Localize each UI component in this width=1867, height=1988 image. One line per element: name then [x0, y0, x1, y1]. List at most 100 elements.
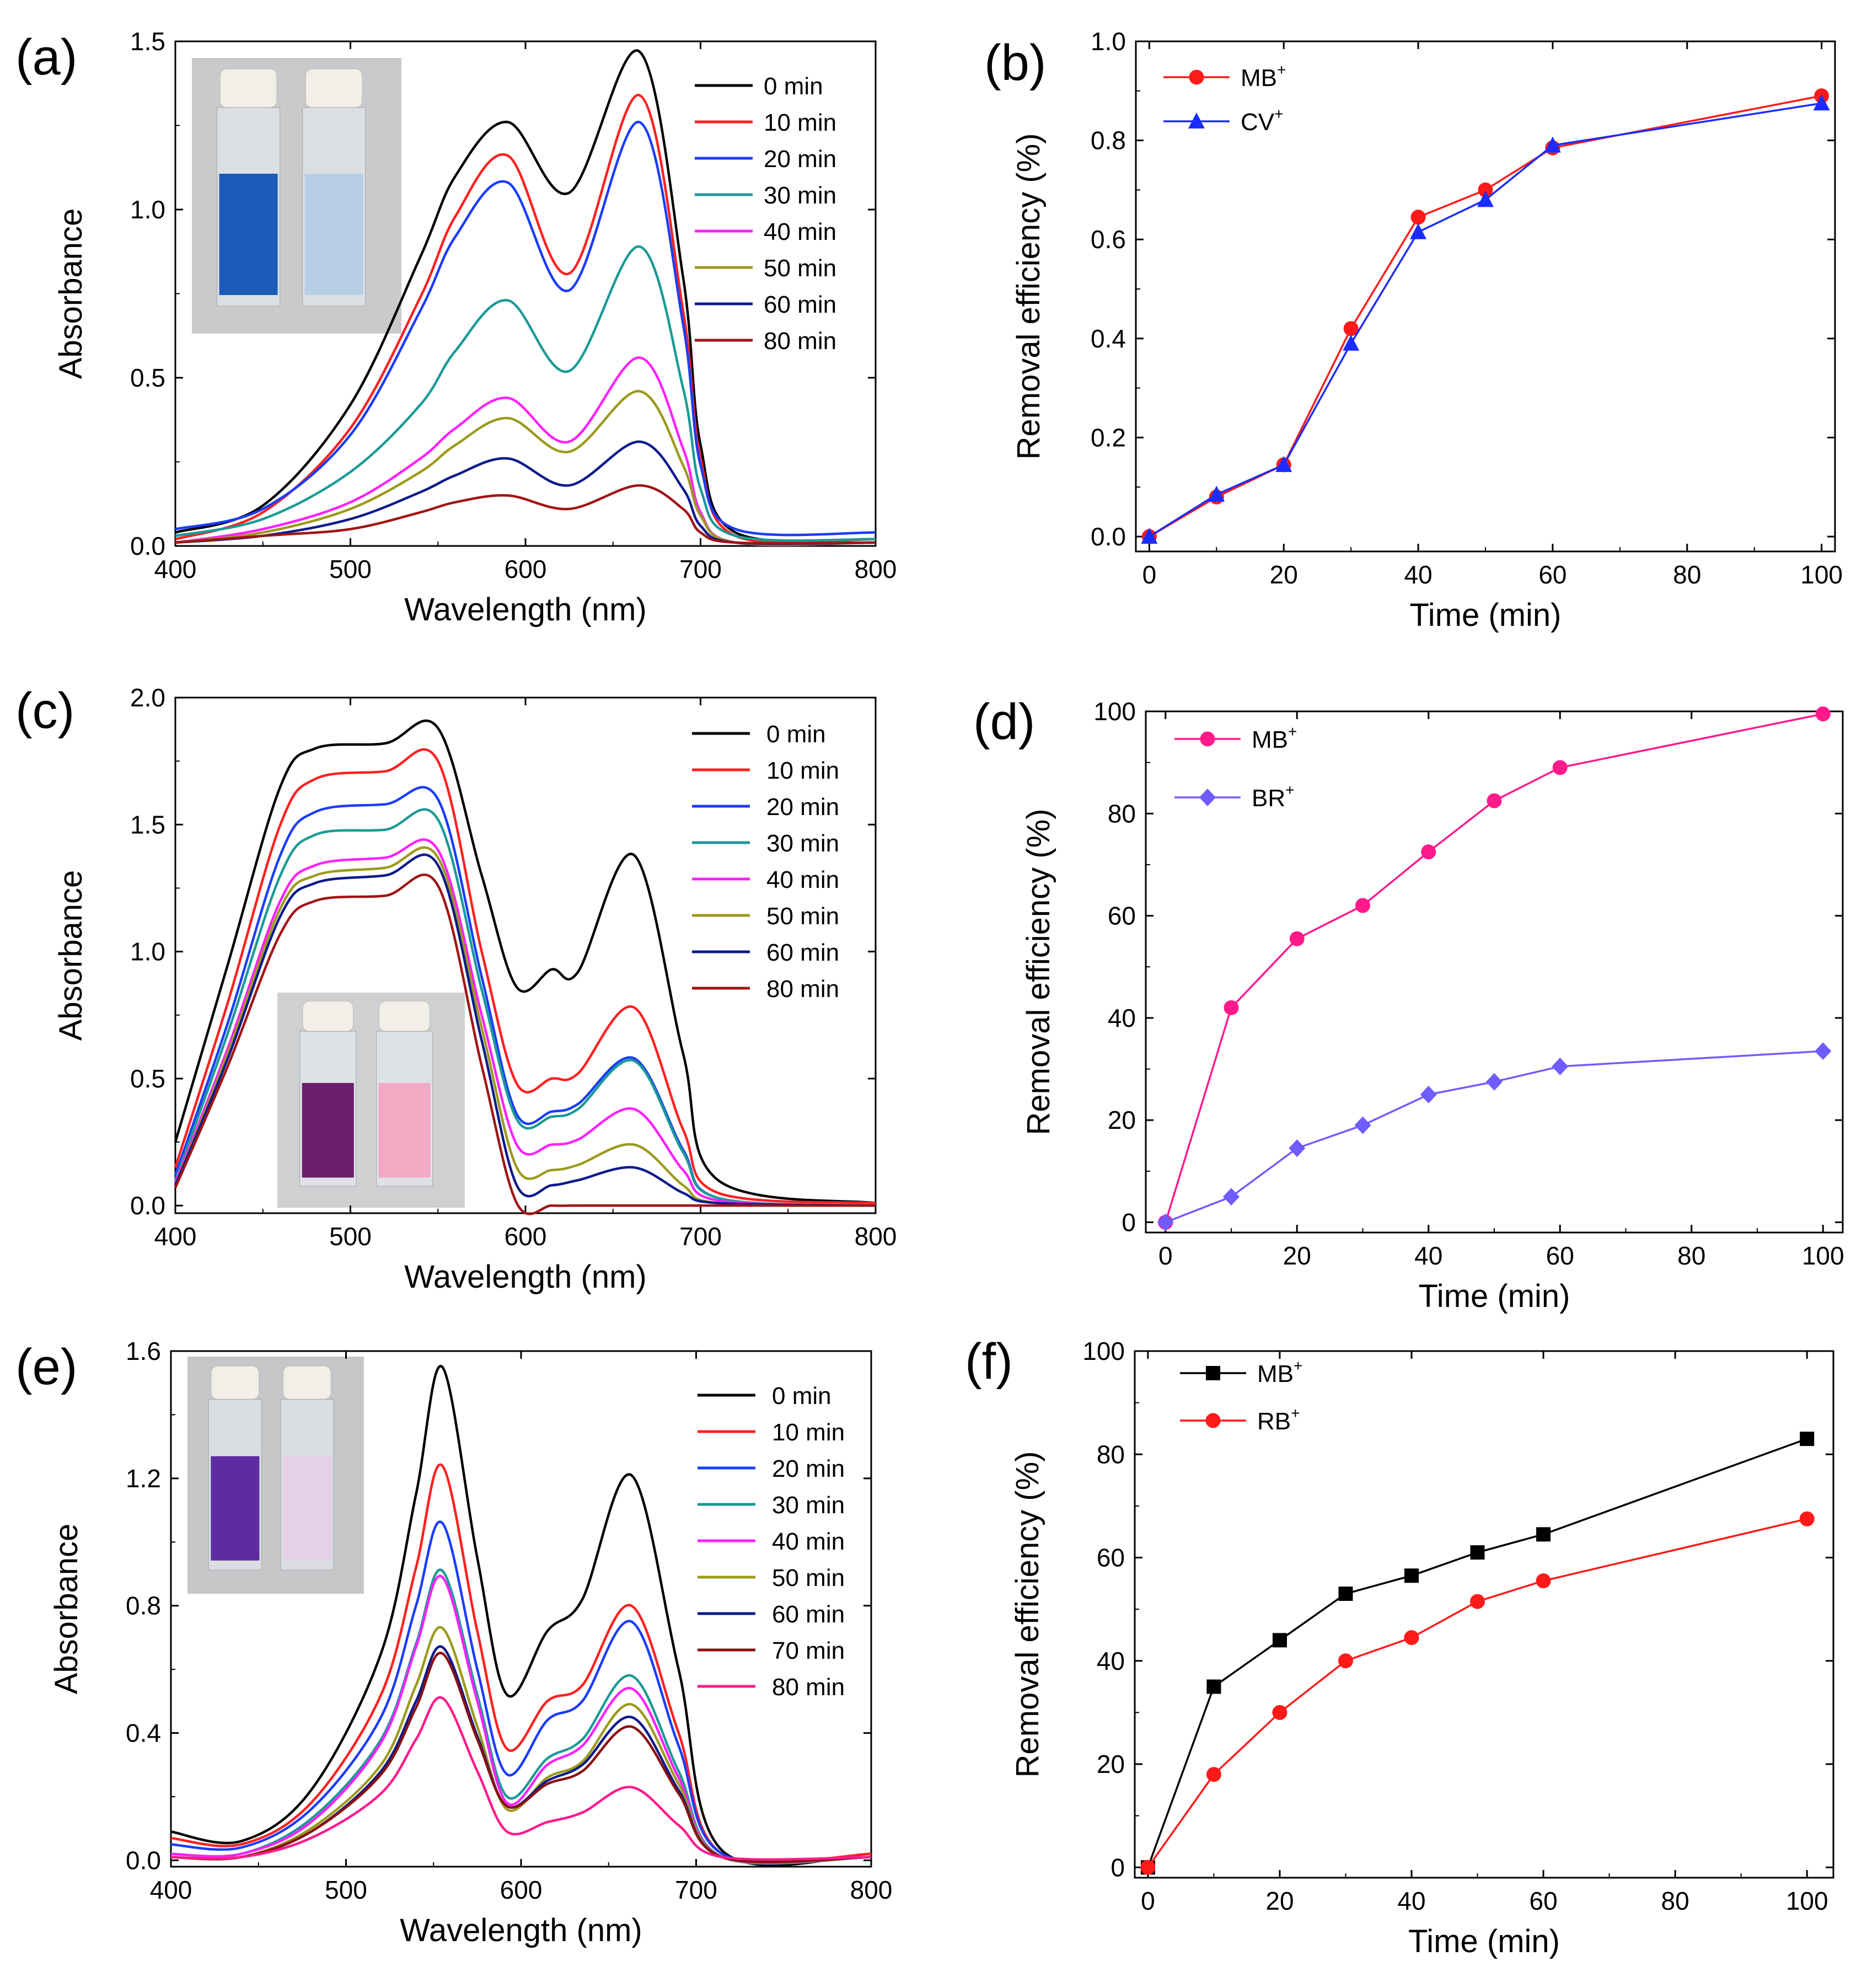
- plot-frame: [1145, 710, 1844, 1234]
- legend-entry: MB+: [1257, 1357, 1302, 1387]
- series-line: [170, 1568, 872, 1865]
- y-tick-label: 20: [1108, 1106, 1136, 1134]
- data-point: [1338, 1653, 1353, 1669]
- data-point: [1799, 1511, 1815, 1526]
- data-point: [1206, 1679, 1221, 1694]
- legend-entry: 0 min: [766, 721, 826, 748]
- series-line: [175, 390, 876, 546]
- series-line: [174, 786, 876, 1207]
- legend-entry: 10 min: [766, 757, 839, 784]
- data-point: [1410, 210, 1426, 225]
- y-tick-label: 0.8: [1091, 126, 1126, 155]
- panel-label: (e): [15, 1339, 77, 1395]
- y-tick-label: 60: [1108, 902, 1136, 930]
- data-point: [1470, 1545, 1485, 1560]
- vial-cap: [219, 68, 277, 108]
- x-tick-label: 500: [329, 555, 372, 583]
- y-tick-label: 60: [1097, 1544, 1125, 1572]
- x-tick-label: 80: [1661, 1887, 1689, 1915]
- legend-entry: 30 min: [766, 830, 839, 857]
- data-point: [1272, 1705, 1287, 1720]
- series-80-min: [170, 1696, 872, 1861]
- legend-marker: [1206, 1366, 1220, 1380]
- y-tick-label: 40: [1097, 1647, 1125, 1675]
- legend: 0 min 10 min 20 min 30 min 40 min 50 min 60 mi…: [692, 721, 839, 1003]
- series-line: [174, 853, 876, 1207]
- data-point: [1355, 898, 1371, 913]
- series-line: [1147, 1438, 1807, 1868]
- series-MB: [1141, 88, 1830, 544]
- data-point: [1487, 793, 1502, 808]
- y-tick-label: 0.0: [130, 532, 165, 560]
- series-50-min: [174, 846, 876, 1207]
- legend-entry: 0 min: [772, 1383, 831, 1410]
- data-point: [1208, 485, 1225, 502]
- cuvette-liquid: [211, 1456, 260, 1561]
- data-point: [1420, 1085, 1437, 1103]
- data-point: [1141, 528, 1158, 544]
- series-40-min: [175, 356, 876, 546]
- legend-entry: CV+: [1241, 105, 1283, 136]
- series-line: [174, 748, 876, 1204]
- y-tick-label: 40: [1108, 1004, 1136, 1032]
- y-tick-label: 0.0: [126, 1846, 161, 1874]
- legend-marker: [1205, 1413, 1221, 1428]
- chart-panel-d: 0 20 40 60 80 100 0 20 40 60 80 100 Time (min) Remova…: [973, 694, 1844, 1314]
- inset-photo: [192, 58, 401, 334]
- legend: MB+ BR+: [1174, 723, 1297, 812]
- vial-cap: [379, 1001, 430, 1032]
- legend: MB+ CV+: [1163, 61, 1286, 136]
- x-tick-label: 100: [1800, 560, 1843, 589]
- data-point: [1486, 1073, 1503, 1091]
- series-line: [174, 874, 876, 1215]
- legend-entry: 10 min: [772, 1419, 845, 1446]
- data-point: [1404, 1568, 1419, 1583]
- inset-photo: [277, 993, 465, 1208]
- x-tick-label: 600: [500, 1876, 543, 1904]
- series-line: [170, 1696, 872, 1861]
- series-line: [174, 719, 876, 1204]
- x-tick-label: 80: [1677, 1241, 1705, 1270]
- series-20-min: [170, 1520, 872, 1864]
- legend-entry: 20 min: [764, 146, 836, 173]
- legend-entry: 80 min: [764, 328, 836, 355]
- x-tick-label: 40: [1414, 1241, 1442, 1270]
- data-point: [1140, 1860, 1156, 1875]
- data-point: [1536, 1573, 1551, 1589]
- cuvette-liquid: [378, 1083, 431, 1178]
- panel-label: (c): [15, 683, 74, 739]
- series-RB: [1140, 1511, 1815, 1875]
- x-axis-label: Wavelength (nm): [404, 1259, 646, 1295]
- data-point: [1404, 1630, 1419, 1646]
- x-tick-label: 60: [1538, 560, 1566, 589]
- legend-entry: BR+: [1252, 781, 1294, 812]
- x-tick-label: 100: [1786, 1887, 1828, 1915]
- y-axis-label: Removal efficiency (%): [1021, 808, 1056, 1135]
- series-line: [1147, 1518, 1807, 1868]
- legend-entry: 60 min: [764, 291, 836, 318]
- plot-frame: [1134, 1350, 1834, 1879]
- x-tick-label: 20: [1265, 1887, 1294, 1915]
- y-tick-label: 0: [1122, 1208, 1136, 1236]
- chart-panel-a: 400 500 600 700 800 0.0 0.5 1.0 1.5 Wavelength (n…: [15, 27, 897, 628]
- legend-entry: 80 min: [766, 976, 839, 1003]
- data-point: [1536, 1527, 1551, 1542]
- y-tick-label: 0.4: [1091, 324, 1126, 353]
- x-axis-label: Wavelength (nm): [404, 592, 646, 628]
- legend-entry: 50 min: [766, 903, 839, 930]
- legend-marker: [1188, 112, 1205, 128]
- y-axis-label: Absorbance: [49, 1524, 84, 1695]
- series-20-min: [175, 121, 876, 537]
- y-tick-label: 0.0: [1091, 522, 1126, 551]
- series-line: [170, 1463, 872, 1864]
- legend-entry: 80 min: [772, 1674, 845, 1701]
- vial-cap: [211, 1365, 260, 1400]
- legend-superscript: +: [1294, 1357, 1302, 1374]
- legend-superscript: +: [1274, 105, 1283, 122]
- series-line: [170, 1652, 872, 1863]
- series-line: [175, 49, 876, 543]
- chart-panel-b: 0 20 40 60 80 100 0.0 0.2 0.4 0.6 0.8 1.0 Time (min)…: [984, 27, 1843, 633]
- series-line: [175, 356, 876, 546]
- legend-entry: 50 min: [764, 255, 836, 282]
- y-tick-label: 80: [1108, 799, 1136, 828]
